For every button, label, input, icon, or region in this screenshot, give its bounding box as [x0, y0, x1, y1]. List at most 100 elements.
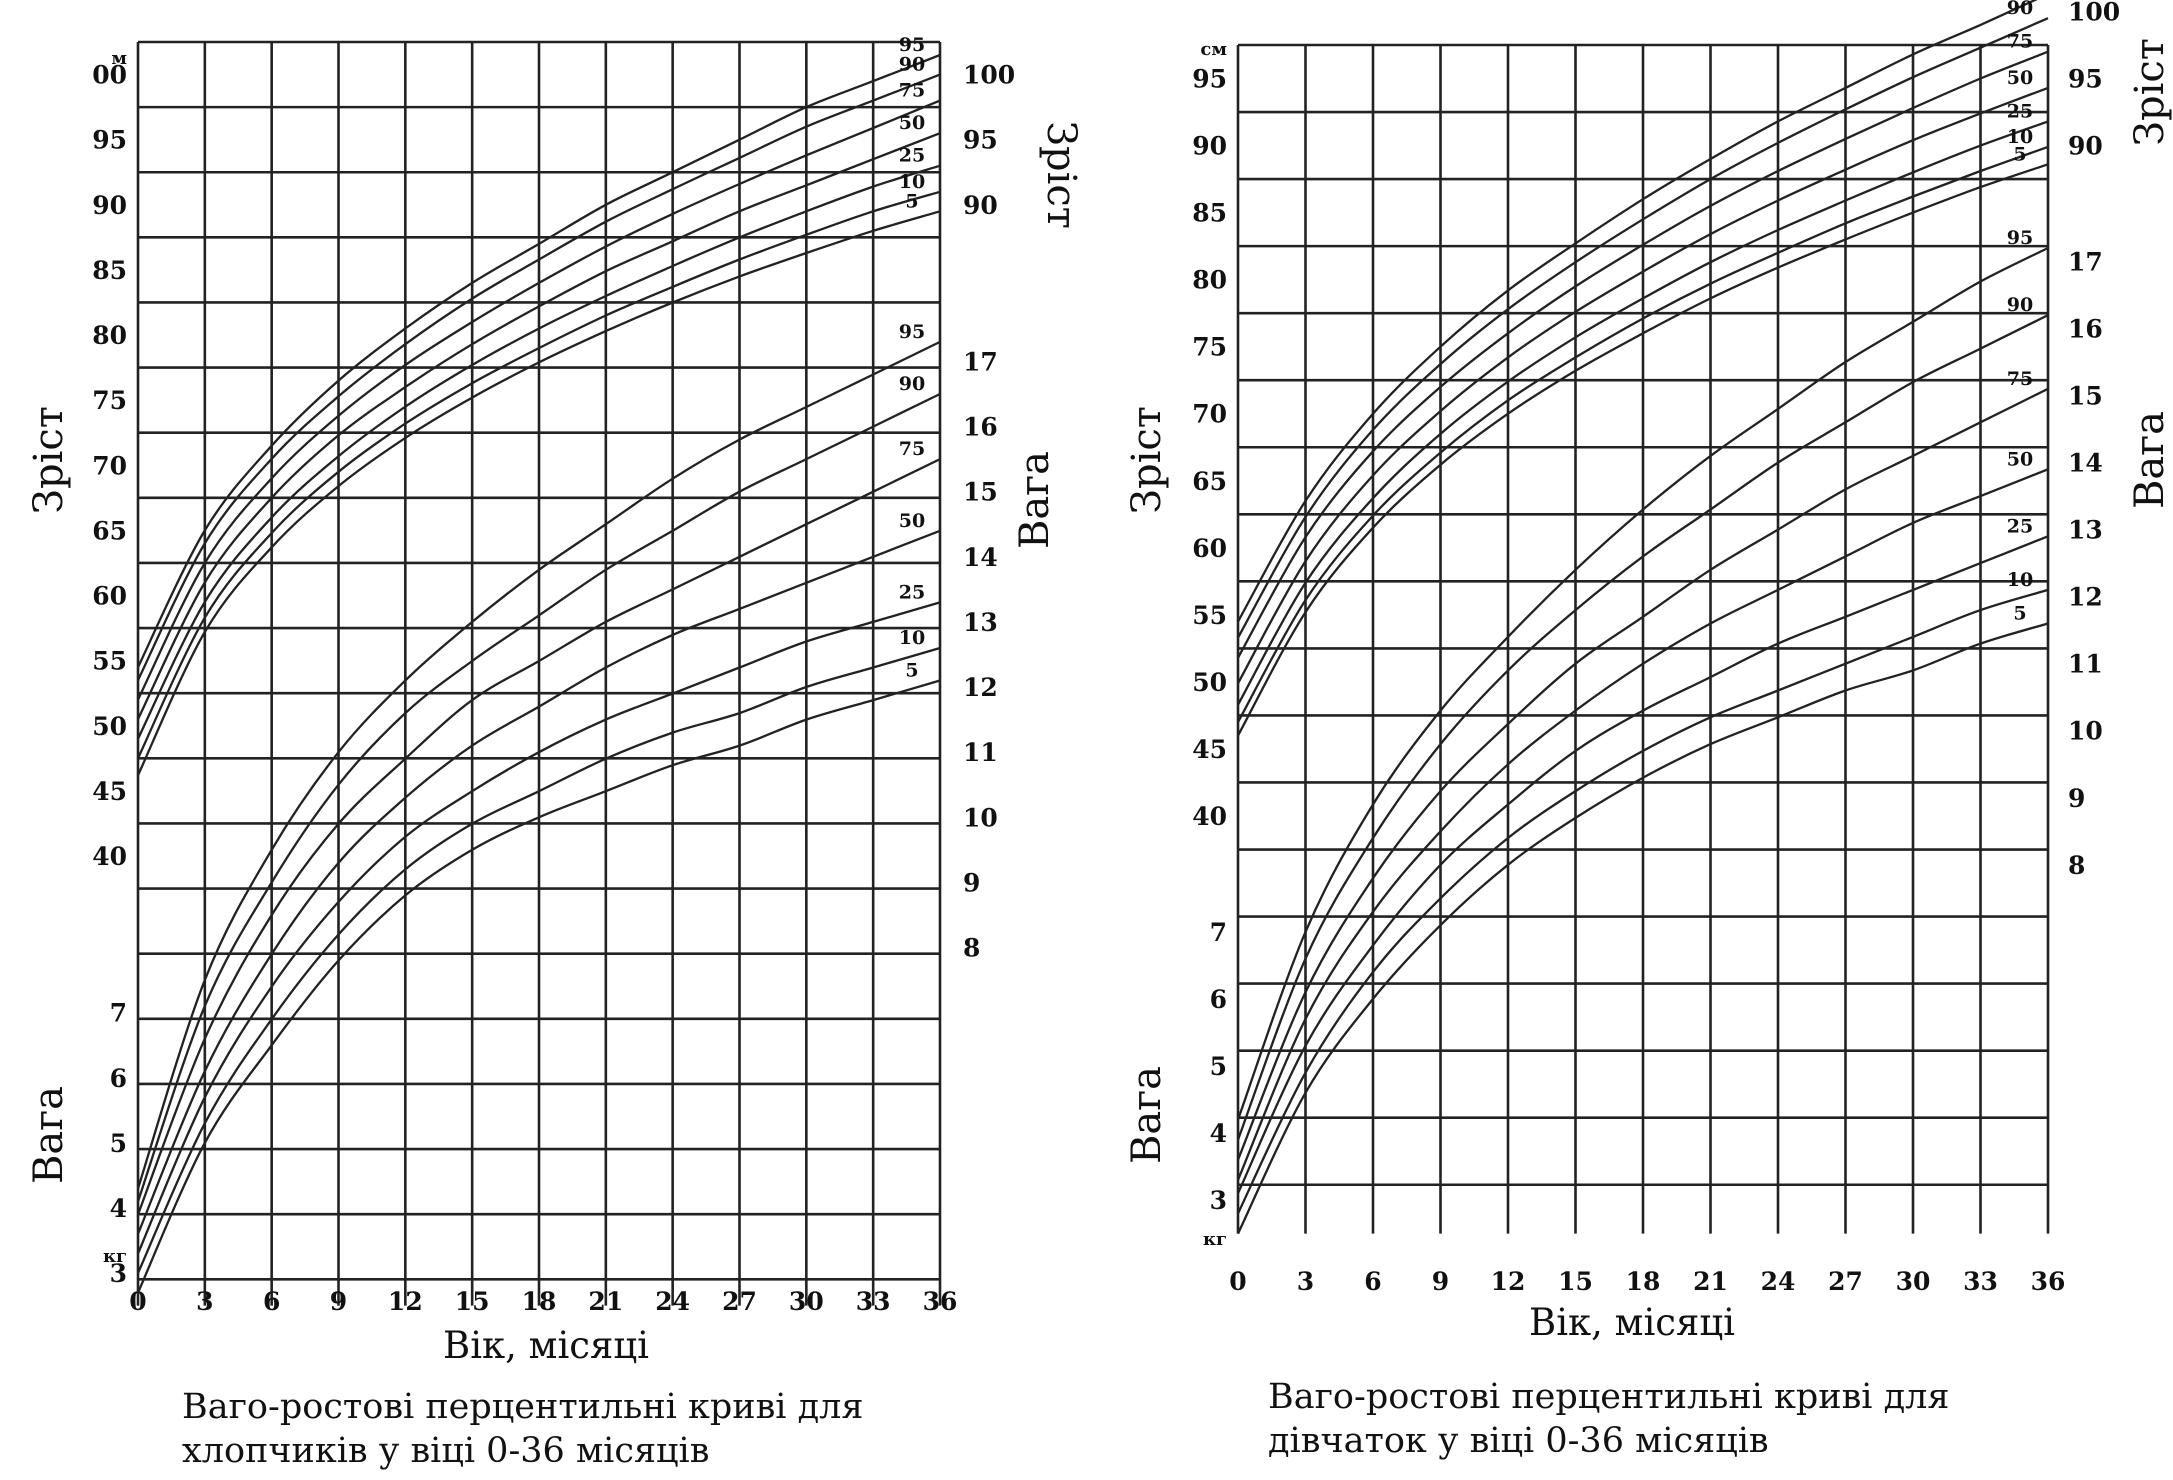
- boys-x-axis-label: Вік, місяці: [443, 1324, 649, 1367]
- boys-weight-tick-right: 10: [963, 803, 998, 832]
- girls-weight-curve-p25: [1236, 535, 2049, 1194]
- boys-x-tick: 18: [522, 1287, 557, 1316]
- girls-x-tick: 18: [1626, 1267, 1661, 1296]
- boys-height-axis-title: Зріст: [26, 406, 72, 514]
- boys-height-curve-p25: [136, 164, 941, 740]
- girls-weight-curve-p90: [1236, 314, 2049, 1141]
- boys-weight-curve-p50: [136, 529, 941, 1235]
- boys-weight-percentile-label: 50: [899, 510, 925, 532]
- girls-weight-tick-left: 4: [1210, 1119, 1227, 1148]
- boys-weight-percentile-label: 90: [899, 373, 925, 395]
- boys-height-tick-left: 45: [92, 777, 127, 806]
- boys-weight-tick-right: 17: [963, 347, 998, 376]
- girls-height-tick-right: 100: [2068, 0, 2120, 26]
- boys-height-tick-left: 65: [92, 516, 127, 545]
- boys-height-percentile-label: 10: [899, 171, 925, 193]
- girls-weight-percentile-label: 10: [2007, 569, 2033, 591]
- boys-weight-tick-right: 8: [963, 934, 980, 963]
- girls-height-percentile-label: 75: [2007, 31, 2033, 53]
- boys-weight-curve-p10: [136, 646, 941, 1274]
- girls-height-tick-left: 45: [1192, 735, 1227, 764]
- boys-height-tick-left: 00: [92, 61, 127, 90]
- girls-height-tick-left: 90: [1192, 132, 1227, 161]
- boys-weight-tick-right: 12: [963, 673, 998, 702]
- girls-weight-tick-right: 13: [2068, 516, 2103, 545]
- girls-height-tick-left: 40: [1192, 802, 1227, 831]
- boys-height-curve-p90: [136, 73, 941, 681]
- girls-caption-line1: Ваго-ростові перцентильні криві для: [1268, 1377, 1950, 1417]
- girls-weight-axis-title-right: Вага: [2127, 411, 2173, 509]
- boys-weight-tick-left: 4: [110, 1194, 127, 1223]
- girls-height-tick-left: 65: [1192, 467, 1227, 496]
- girls-weight-tick-right: 15: [2068, 382, 2103, 411]
- girls-weight-tick-right: 12: [2068, 583, 2103, 612]
- girls-weight-tick-right: 16: [2068, 314, 2103, 343]
- boys-height-tick-left: 85: [92, 256, 127, 285]
- girls-weight-percentile-label: 75: [2007, 368, 2033, 390]
- girls-height-unit: см: [1200, 39, 1227, 60]
- boys-chart-panel: 4045505560657075808590950090951003456789…: [26, 34, 1084, 1367]
- girls-x-tick: 15: [1558, 1267, 1593, 1296]
- boys-chart-caption: Ваго-ростові перцентильні криві для хлоп…: [182, 1385, 863, 1473]
- boys-height-percentile-label: 50: [899, 112, 925, 134]
- boys-weight-percentile-label: 75: [899, 438, 925, 460]
- girls-weight-curve-p95: [1236, 246, 2049, 1120]
- girls-x-tick: 3: [1297, 1267, 1314, 1296]
- boys-x-tick: 3: [196, 1287, 213, 1316]
- boys-x-tick: 21: [588, 1287, 623, 1316]
- girls-weight-curve-p50: [1236, 468, 2049, 1181]
- girls-weight-tick-right: 8: [2068, 851, 2085, 880]
- boys-height-tick-right: 100: [963, 61, 1015, 90]
- girls-height-tick-left: 70: [1192, 400, 1227, 429]
- girls-weight-tick-left: 6: [1210, 985, 1227, 1014]
- boys-weight-curve-p90: [136, 392, 941, 1202]
- girls-height-percentile-label: 90: [2007, 0, 2033, 19]
- girls-height-tick-left: 55: [1192, 601, 1227, 630]
- boys-height-percentile-label: 75: [899, 80, 925, 102]
- girls-weight-tick-right: 11: [2068, 650, 2103, 679]
- girls-x-tick: 9: [1432, 1267, 1449, 1296]
- boys-height-curve-p5: [136, 210, 941, 776]
- girls-weight-axis-title: Вага: [1124, 1066, 1170, 1164]
- boys-x-tick: 33: [856, 1287, 891, 1316]
- boys-height-unit: м: [111, 48, 127, 69]
- girls-height-tick-left: 60: [1192, 534, 1227, 563]
- boys-height-tick-left: 55: [92, 647, 127, 676]
- girls-height-axis-title: Зріст: [1124, 406, 1170, 514]
- boys-x-tick: 12: [388, 1287, 423, 1316]
- boys-x-tick: 24: [655, 1287, 690, 1316]
- boys-height-curve-p10: [136, 190, 941, 759]
- girls-chart-panel: 4045505560657075808590959095100345678910…: [1124, 0, 2173, 1344]
- girls-weight-percentile-label: 90: [2007, 294, 2033, 316]
- girls-height-curve-p5: [1236, 163, 2049, 737]
- boys-weight-percentile-label: 5: [905, 660, 918, 682]
- boys-height-tick-left: 90: [92, 191, 127, 220]
- boys-x-tick: 6: [263, 1287, 280, 1316]
- boys-height-percentile-label: 25: [899, 145, 925, 167]
- girls-height-percentile-label: 50: [2007, 67, 2033, 89]
- boys-caption-line1: Ваго-ростові перцентильні криві для: [182, 1387, 864, 1427]
- girls-height-tick-right: 90: [2068, 132, 2103, 161]
- girls-height-tick-left: 95: [1192, 65, 1227, 94]
- girls-x-axis-label: Вік, місяці: [1529, 1301, 1735, 1344]
- girls-weight-tick-right: 17: [2068, 247, 2103, 276]
- girls-weight-unit: кг: [1203, 1229, 1227, 1250]
- girls-weight-curve-p5: [1236, 622, 2049, 1235]
- girls-weight-curve-p10: [1236, 588, 2049, 1214]
- boys-weight-percentile-label: 10: [899, 627, 925, 649]
- girls-height-tick-left: 50: [1192, 668, 1227, 697]
- girls-weight-percentile-label: 25: [2007, 515, 2033, 537]
- boys-caption-line2: хлопчиків у віці 0-36 місяців: [182, 1431, 710, 1471]
- boys-weight-axis-title-right: Вага: [1012, 451, 1058, 549]
- girls-height-tick-left: 85: [1192, 199, 1227, 228]
- boys-weight-tick-right: 16: [963, 413, 998, 442]
- boys-height-axis-title-right: Зріст: [1038, 121, 1084, 229]
- girls-weight-tick-left: 5: [1210, 1052, 1227, 1081]
- boys-weight-tick-right: 14: [963, 543, 998, 572]
- girls-weight-tick-left: 7: [1210, 918, 1227, 947]
- boys-weight-tick-left: 6: [110, 1064, 127, 1093]
- boys-weight-curve-p75: [136, 458, 941, 1215]
- boys-x-tick: 27: [722, 1287, 757, 1316]
- boys-weight-curve-p5: [136, 679, 941, 1294]
